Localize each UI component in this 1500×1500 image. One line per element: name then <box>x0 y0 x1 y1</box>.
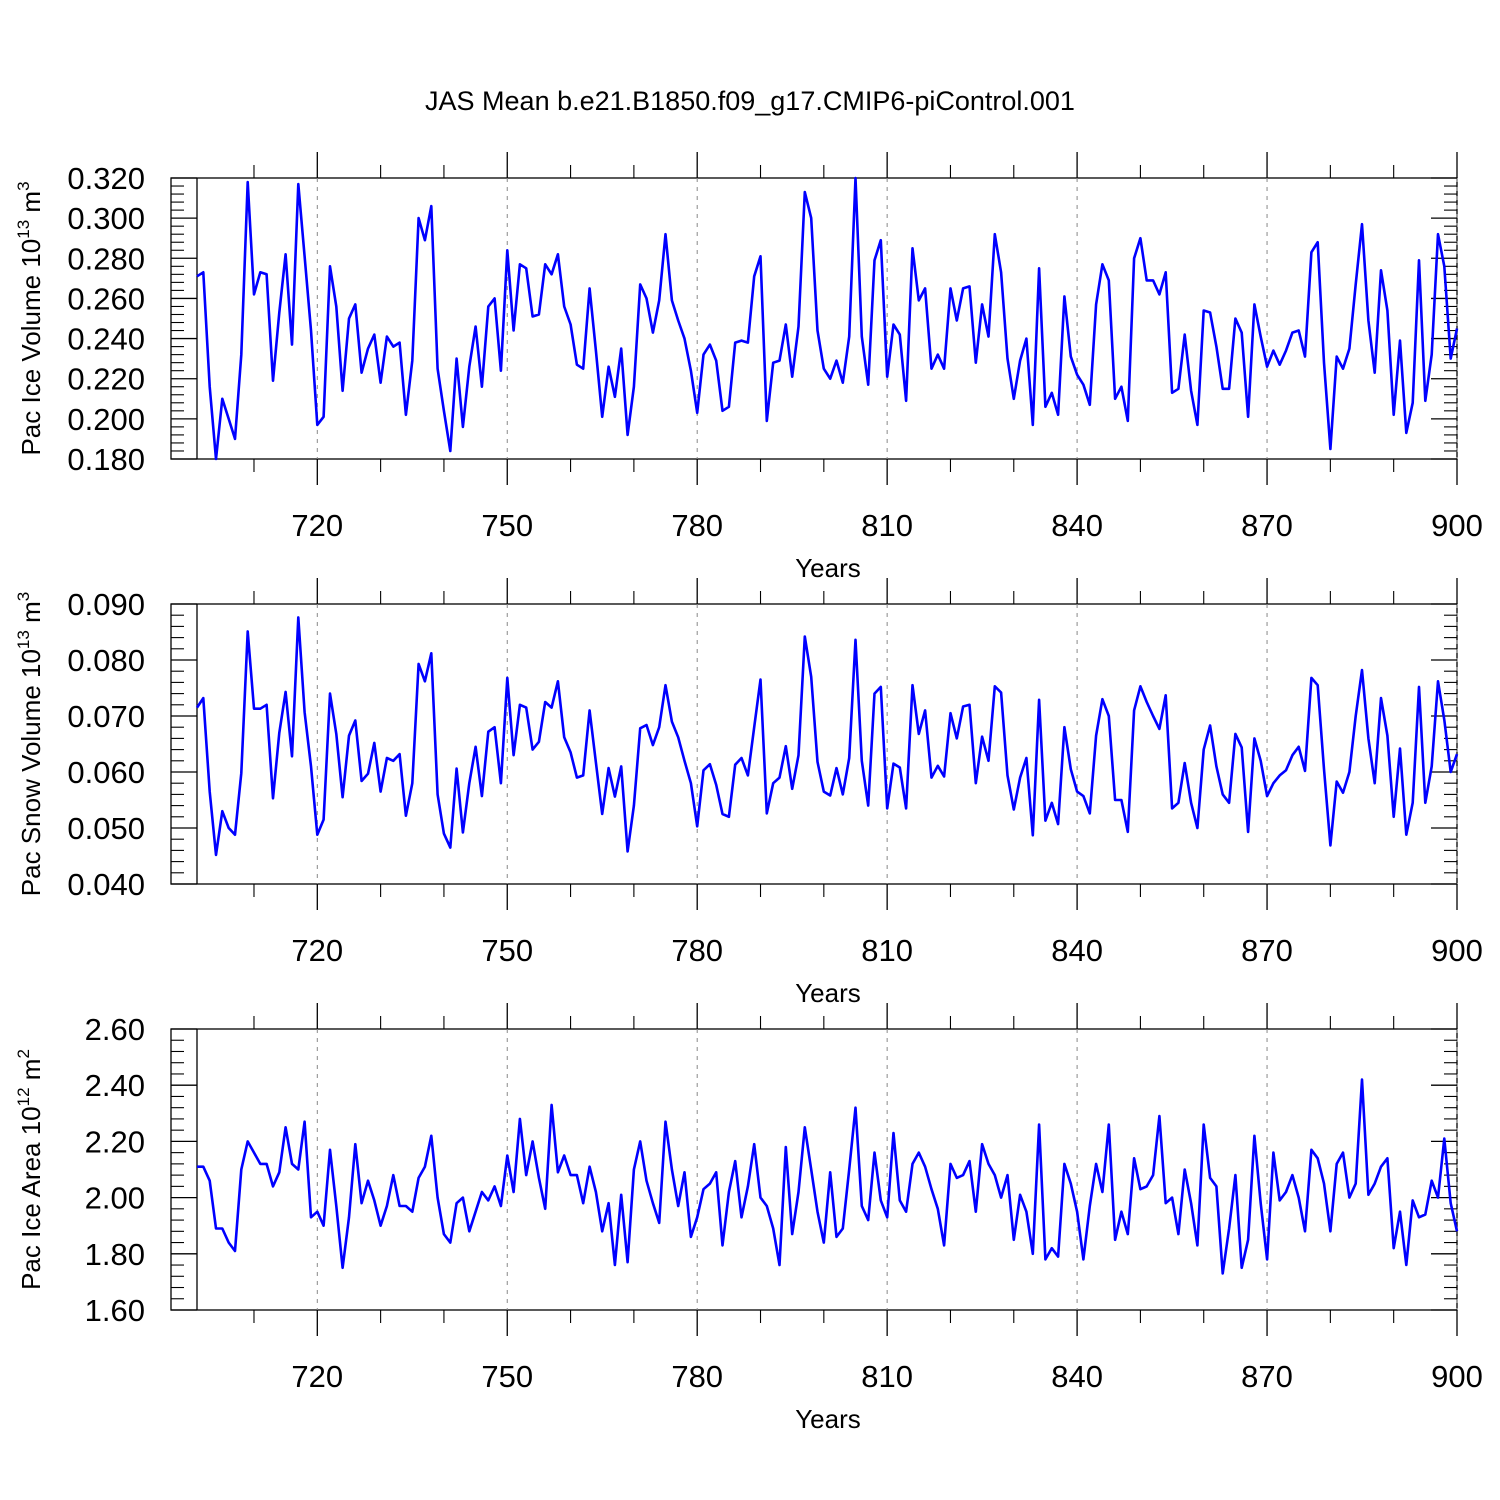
series-line <box>197 1078 1459 1275</box>
y-tick-label: 0.220 <box>67 362 145 397</box>
x-tick-label: 780 <box>671 508 723 543</box>
y-axis-label-main: Pac Ice Volume 10 <box>16 239 46 456</box>
y-axis-label-unit-exponent: 2 <box>14 1049 33 1058</box>
plot-frame <box>170 1028 1458 1311</box>
x-tick-label: 810 <box>861 933 913 968</box>
panel-3: 720 750 780 810 840 870 900 1.60 1.80 2.00 2.20 2.4… <box>14 1003 1483 1434</box>
x-axis-label: Years <box>795 1404 861 1434</box>
y-axis-label-unit: m <box>16 191 46 220</box>
y-tick-label: 0.260 <box>67 281 145 316</box>
y-tick-label: 0.280 <box>67 241 145 276</box>
y-tick-label: 0.050 <box>67 811 145 846</box>
y-tick-label: 0.320 <box>67 161 145 196</box>
plot-frame <box>170 177 1458 460</box>
y-axis-label-unit: m <box>16 1059 46 1088</box>
y-tick-label: 1.80 <box>85 1237 145 1272</box>
y-tick-label: 2.00 <box>85 1181 145 1216</box>
y-tick-label: 0.300 <box>67 201 145 236</box>
y-tick-label: 0.180 <box>67 442 145 477</box>
x-tick-label: 750 <box>481 508 533 543</box>
x-tick-label: 780 <box>671 1359 723 1394</box>
x-tick-label: 870 <box>1241 933 1293 968</box>
y-tick-label: 0.060 <box>67 755 145 790</box>
y-axis-label-unit-exponent: 3 <box>14 181 33 190</box>
x-tick-label: 840 <box>1051 1359 1103 1394</box>
x-tick-label: 900 <box>1431 508 1483 543</box>
y-axis-label-unit-exponent: 3 <box>14 592 33 601</box>
x-tick-label: 720 <box>291 933 343 968</box>
y-axis-label-exponent: 12 <box>14 1087 33 1106</box>
y-axis-label-exponent: 13 <box>14 630 33 649</box>
y-axis-label-unit: m <box>16 601 46 630</box>
y-axis-label: Pac Ice Area 1012 m2 <box>14 1049 46 1290</box>
figure-title: JAS Mean b.e21.B1850.f09_g17.CMIP6-piCon… <box>425 86 1075 116</box>
x-tick-label: 780 <box>671 933 723 968</box>
x-axis-label: Years <box>795 978 861 1008</box>
x-tick-label: 900 <box>1431 1359 1483 1394</box>
y-tick-label: 0.200 <box>67 402 145 437</box>
x-tick-label: 900 <box>1431 933 1483 968</box>
x-tick-label: 720 <box>291 508 343 543</box>
x-tick-label: 840 <box>1051 508 1103 543</box>
y-tick-label: 0.090 <box>67 587 145 622</box>
y-axis-label-main: Pac Snow Volume 10 <box>16 649 46 896</box>
y-axis-label-exponent: 13 <box>14 220 33 239</box>
panel-2: 720 750 780 810 840 870 900 0.040 0.050 0.060 0.07… <box>14 578 1483 1008</box>
y-tick-label: 0.240 <box>67 322 145 357</box>
y-tick-label: 0.080 <box>67 643 145 678</box>
x-tick-label: 750 <box>481 1359 533 1394</box>
x-tick-label: 840 <box>1051 933 1103 968</box>
y-tick-label: 2.60 <box>85 1012 145 1047</box>
y-axis-label: Pac Snow Volume 1013 m3 <box>14 592 46 896</box>
panel-1: 720 750 780 810 840 870 900 0.180 0.200 0.220 0.24… <box>14 152 1483 583</box>
y-tick-label: 2.20 <box>85 1124 145 1159</box>
y-tick-label: 0.070 <box>67 699 145 734</box>
x-tick-label: 810 <box>861 1359 913 1394</box>
x-tick-label: 810 <box>861 508 913 543</box>
y-axis-label: Pac Ice Volume 1013 m3 <box>14 181 46 455</box>
plot-frame <box>170 603 1458 885</box>
x-tick-label: 870 <box>1241 1359 1293 1394</box>
x-tick-label: 720 <box>291 1359 343 1394</box>
x-tick-label: 750 <box>481 933 533 968</box>
y-tick-label: 1.60 <box>85 1293 145 1328</box>
series-line <box>196 176 1459 461</box>
y-tick-label: 2.40 <box>85 1068 145 1103</box>
series-line <box>195 616 1459 857</box>
x-tick-label: 870 <box>1241 508 1293 543</box>
x-axis-label: Years <box>795 553 861 583</box>
y-axis-label-main: Pac Ice Area 10 <box>16 1106 46 1290</box>
y-tick-label: 0.040 <box>67 867 145 902</box>
